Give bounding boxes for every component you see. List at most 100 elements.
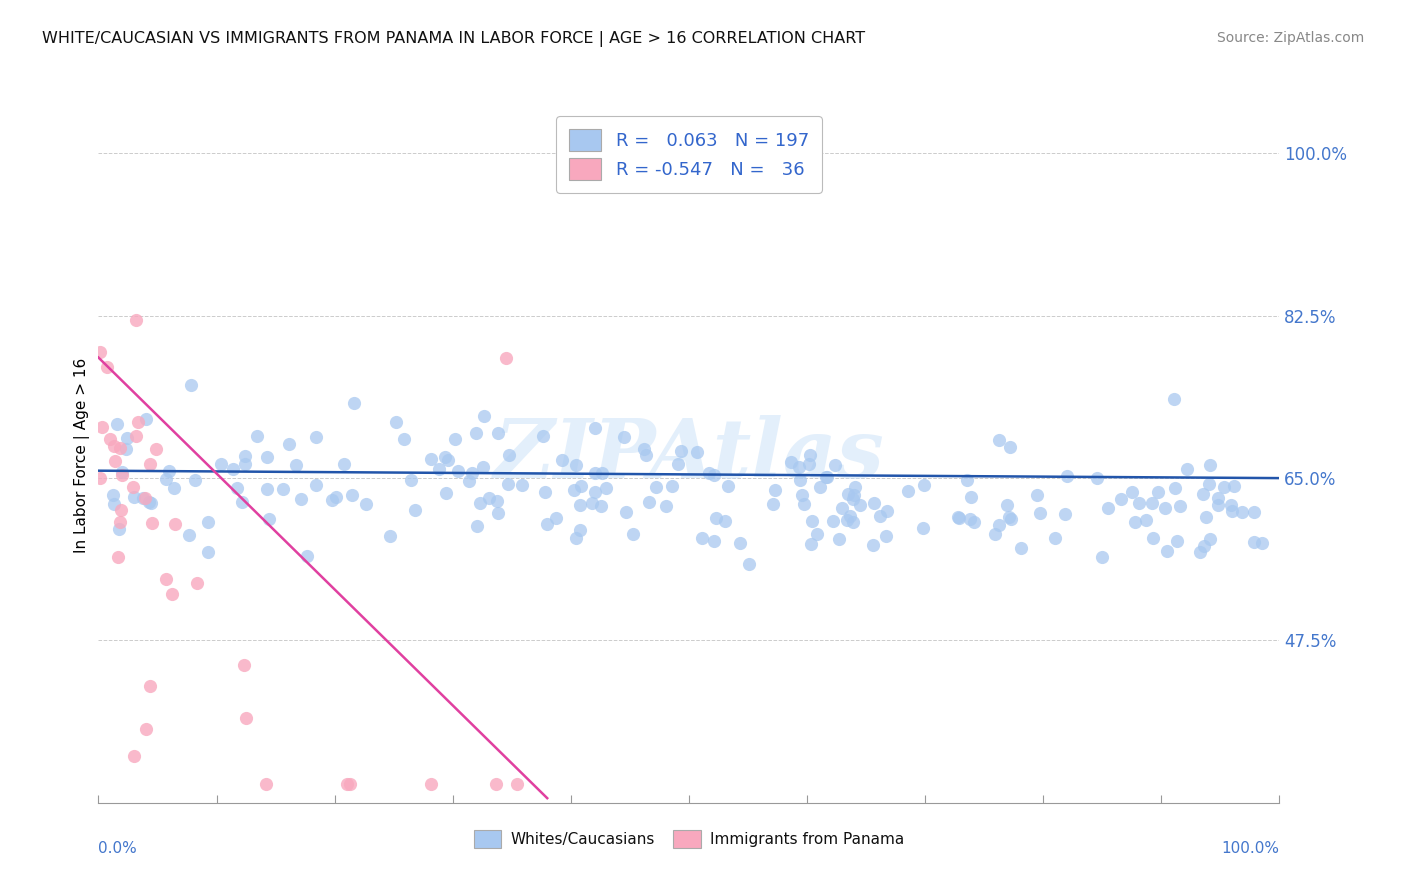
Point <box>789 473 811 487</box>
Point <box>1043 531 1066 545</box>
Point <box>486 507 509 521</box>
Point <box>814 470 837 484</box>
Point <box>810 480 832 494</box>
Point <box>531 429 554 443</box>
Point <box>139 496 162 510</box>
Point <box>404 503 426 517</box>
Point <box>257 512 280 526</box>
Point <box>256 482 278 496</box>
Point <box>1198 532 1220 546</box>
Point <box>844 487 866 501</box>
Point <box>534 484 557 499</box>
Point <box>946 510 969 524</box>
Point <box>155 472 177 486</box>
Point <box>444 433 467 447</box>
Point <box>96 360 118 375</box>
Point <box>434 485 457 500</box>
Point <box>135 722 157 736</box>
Point <box>1206 491 1229 505</box>
Point <box>98 433 121 447</box>
Point <box>1000 512 1022 526</box>
Point <box>125 429 148 443</box>
Point <box>1097 501 1119 516</box>
Point <box>321 493 343 508</box>
Point <box>1192 539 1215 553</box>
Point <box>506 777 529 791</box>
Point <box>613 430 636 444</box>
Point <box>138 495 160 509</box>
Point <box>828 532 851 546</box>
Point <box>862 538 884 552</box>
Point <box>536 516 558 531</box>
Point <box>231 495 253 509</box>
Point <box>546 511 568 525</box>
Point <box>831 501 853 516</box>
Point <box>1177 462 1199 476</box>
Point <box>589 499 612 513</box>
Point <box>779 454 801 468</box>
Point <box>1195 510 1218 524</box>
Point <box>1168 499 1191 513</box>
Point <box>1054 507 1077 521</box>
Point <box>138 679 160 693</box>
Point <box>849 498 872 512</box>
Point <box>155 572 177 586</box>
Point <box>703 467 725 482</box>
Point <box>1111 491 1133 506</box>
Point <box>177 527 200 541</box>
Point <box>510 478 533 492</box>
Point <box>233 457 256 471</box>
Point <box>569 524 592 538</box>
Point <box>114 442 136 456</box>
Point <box>1199 458 1222 472</box>
Point <box>256 450 278 465</box>
Point <box>485 777 508 791</box>
Point <box>89 471 111 485</box>
Point <box>661 478 683 492</box>
Point <box>959 490 981 504</box>
Point <box>496 477 519 491</box>
Point <box>305 478 328 492</box>
Point <box>339 777 361 791</box>
Point <box>1029 506 1052 520</box>
Point <box>614 505 637 519</box>
Point <box>728 536 751 550</box>
Point <box>124 490 146 504</box>
Point <box>824 458 846 473</box>
Point <box>285 458 308 472</box>
Point <box>471 459 494 474</box>
Point <box>485 493 508 508</box>
Point <box>685 445 707 459</box>
Point <box>160 587 183 601</box>
Point <box>295 549 318 563</box>
Point <box>145 442 167 456</box>
Point <box>127 415 149 429</box>
Point <box>569 479 592 493</box>
Point <box>197 544 219 558</box>
Point <box>233 449 256 463</box>
Point <box>1140 496 1163 510</box>
Point <box>717 478 740 492</box>
Point <box>1123 515 1146 529</box>
Point <box>875 529 897 543</box>
Point <box>122 480 145 494</box>
Point <box>636 448 658 462</box>
Y-axis label: In Labor Force | Age > 16: In Labor Force | Age > 16 <box>75 358 90 552</box>
Point <box>180 378 202 392</box>
Point <box>478 491 501 505</box>
Point <box>984 526 1007 541</box>
Point <box>1163 392 1185 407</box>
Point <box>565 531 588 545</box>
Point <box>1085 471 1108 485</box>
Point <box>226 481 249 495</box>
Text: WHITE/CAUCASIAN VS IMMIGRANTS FROM PANAMA IN LABOR FORCE | AGE > 16 CORRELATION : WHITE/CAUCASIAN VS IMMIGRANTS FROM PANAM… <box>42 31 865 47</box>
Point <box>699 467 721 481</box>
Point <box>107 549 129 564</box>
Point <box>763 483 786 497</box>
Point <box>111 468 134 483</box>
Point <box>495 351 517 365</box>
Point <box>108 522 131 536</box>
Point <box>419 777 441 791</box>
Point <box>1213 480 1236 494</box>
Point <box>638 495 661 509</box>
